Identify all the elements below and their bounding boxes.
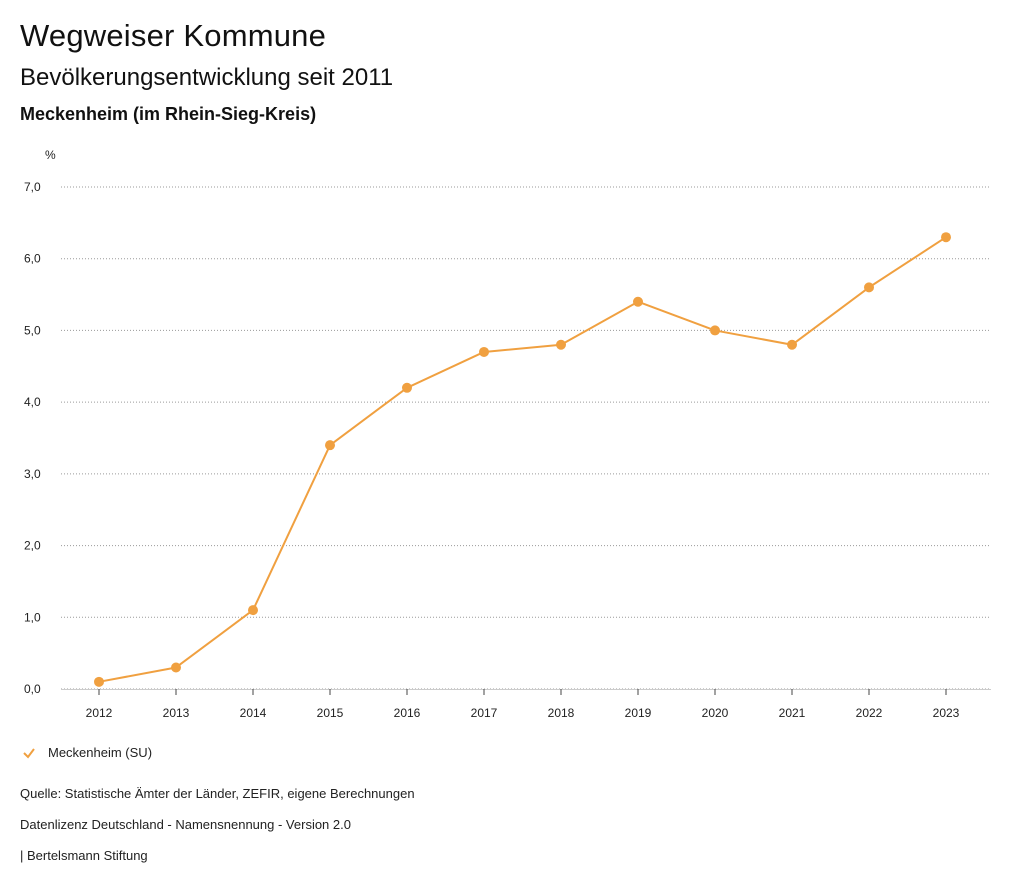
data-point <box>710 325 720 336</box>
data-point <box>787 339 797 350</box>
x-tick-label: 2021 <box>779 706 806 720</box>
data-point <box>941 232 951 243</box>
source-note: Quelle: Statistische Ämter der Länder, Z… <box>20 786 415 801</box>
x-tick-label: 2014 <box>240 706 267 720</box>
data-point <box>171 662 181 673</box>
legend-label: Meckenheim (SU) <box>48 745 153 760</box>
x-tick-label: 2013 <box>163 706 190 720</box>
y-tick-label: 6,0 <box>24 252 41 266</box>
series-line <box>98 236 947 683</box>
y-tick-label: 3,0 <box>24 467 41 481</box>
license-note: Datenlizenz Deutschland - Namensnennung … <box>20 817 351 832</box>
y-axis-unit: % <box>45 148 56 162</box>
x-tick-label: 2020 <box>702 706 729 720</box>
data-point <box>633 296 643 307</box>
x-tick-label: 2012 <box>86 706 113 720</box>
data-point <box>556 339 566 350</box>
x-tick-label: 2016 <box>394 706 421 720</box>
y-tick-label: 0,0 <box>24 682 41 696</box>
page-title: Wegweiser Kommune <box>20 18 327 53</box>
x-tick-label: 2018 <box>548 706 575 720</box>
data-point <box>864 282 874 293</box>
x-tick-label: 2015 <box>317 706 344 720</box>
legend-check-icon <box>23 747 35 759</box>
y-tick-label: 2,0 <box>24 539 41 553</box>
line-chart: % 0,0 1,0 2,0 3,0 4,0 5,0 6,0 7,0 2012 2013 2014 201… <box>24 148 991 720</box>
region-label: Meckenheim (im Rhein-Sieg-Kreis) <box>20 104 317 124</box>
data-point <box>248 605 258 616</box>
y-tick-label: 5,0 <box>24 323 41 337</box>
data-point <box>402 382 412 393</box>
y-tick-label: 7,0 <box>24 180 41 194</box>
chart-subtitle: Bevölkerungsentwicklung seit 2011 <box>20 64 394 91</box>
x-tick-label: 2022 <box>856 706 883 720</box>
data-point <box>479 346 489 357</box>
data-point <box>325 440 335 451</box>
y-tick-label: 4,0 <box>24 395 41 409</box>
x-tick-label: 2017 <box>471 706 498 720</box>
y-tick-label: 1,0 <box>24 610 41 624</box>
legend[interactable]: Meckenheim (SU) <box>22 745 152 760</box>
data-point <box>94 676 104 687</box>
x-tick-label: 2019 <box>625 706 652 720</box>
publisher-note: | Bertelsmann Stiftung <box>20 848 148 863</box>
x-tick-label: 2023 <box>933 706 960 720</box>
